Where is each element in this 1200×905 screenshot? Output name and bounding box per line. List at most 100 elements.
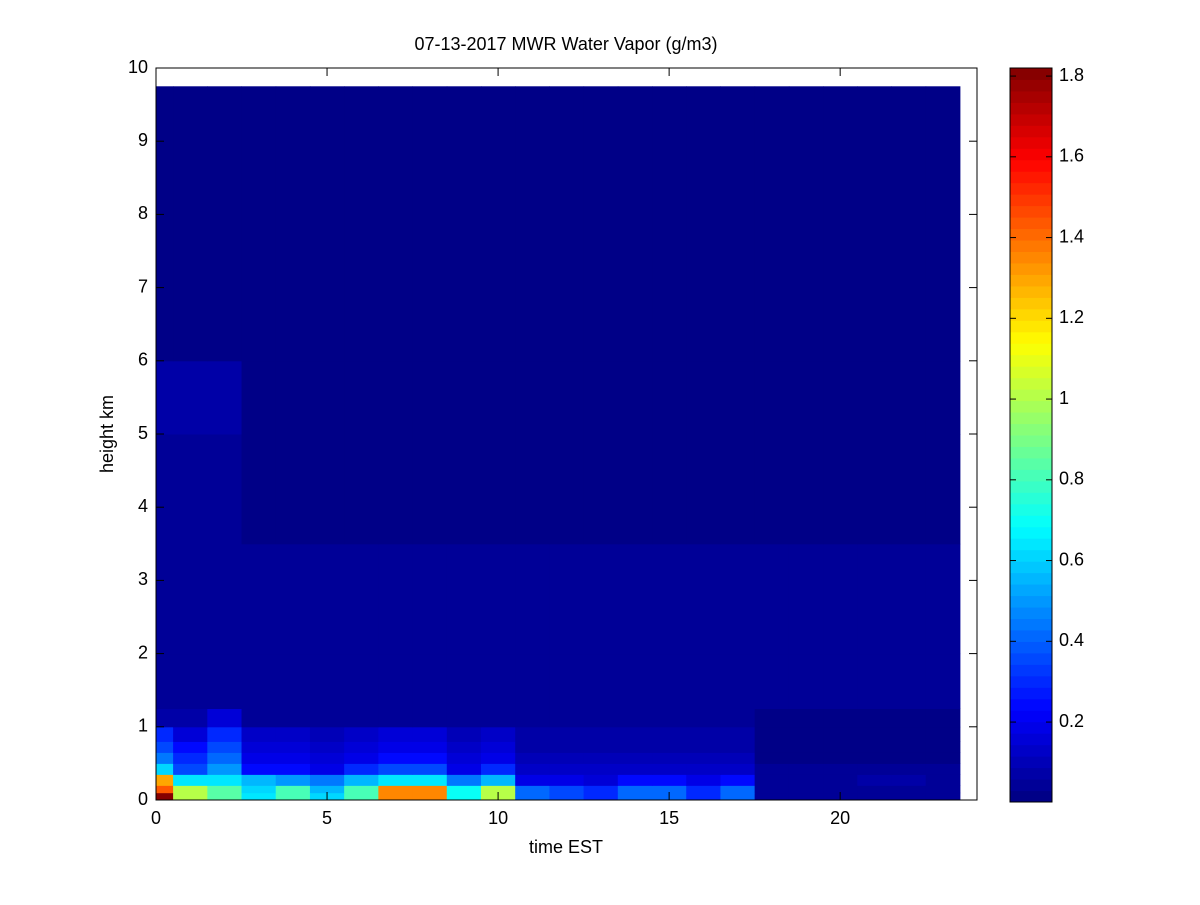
heatmap-cell [617, 653, 653, 709]
heatmap-cell [207, 653, 243, 709]
heatmap-cell [720, 653, 756, 709]
heatmap-cell [344, 774, 379, 786]
colorbar-segment [1010, 412, 1052, 425]
colorbar-segment [1010, 652, 1052, 665]
x-tick-label: 15 [659, 808, 679, 828]
heatmap-cell [173, 543, 208, 655]
heatmap-cell [652, 543, 687, 655]
heatmap-cell [549, 774, 585, 786]
heatmap-cell [309, 763, 345, 775]
heatmap-cell [754, 360, 790, 435]
heatmap-cell [720, 741, 756, 753]
heatmap-cell [207, 726, 243, 742]
heatmap-cell [156, 543, 174, 655]
colorbar-segment [1010, 710, 1052, 723]
heatmap-cell [788, 763, 824, 775]
heatmap-cell [344, 785, 379, 794]
heatmap-cell [412, 434, 448, 545]
colorbar-segment [1010, 629, 1052, 642]
heatmap-cell [344, 726, 379, 742]
heatmap-cell [549, 86, 585, 362]
heatmap-cell [378, 752, 414, 764]
heatmap-cell [207, 360, 243, 435]
y-tick-label: 9 [138, 130, 148, 150]
heatmap-cell [583, 86, 619, 362]
heatmap-cell [891, 785, 927, 794]
heatmap-cell [617, 434, 653, 545]
heatmap-cell [891, 792, 927, 801]
heatmap-cell [583, 360, 619, 435]
heatmap-cell [156, 763, 174, 775]
heatmap-cell [515, 763, 550, 775]
heatmap-cell [480, 726, 516, 742]
heatmap-cell [378, 741, 414, 753]
heatmap-cell [412, 543, 448, 655]
heatmap-cell [652, 763, 687, 775]
heatmap-cell [156, 785, 174, 794]
heatmap-cell [891, 653, 927, 709]
heatmap-cell [788, 741, 824, 753]
heatmap-cell [412, 763, 448, 775]
heatmap-cell [344, 792, 379, 801]
heatmap-cell [156, 741, 174, 753]
heatmap-cell [720, 792, 756, 801]
heatmap-cell [275, 708, 311, 728]
heatmap-cell [412, 785, 448, 794]
heatmap-cell [241, 741, 277, 753]
colorbar-segment [1010, 308, 1052, 321]
heatmap-cell [891, 360, 927, 435]
y-tick-label: 6 [138, 350, 148, 370]
colorbar-segment [1010, 641, 1052, 654]
heatmap-cell [156, 792, 174, 801]
heatmap-cell [309, 653, 345, 709]
heatmap-cell [617, 360, 653, 435]
heatmap-cell [823, 708, 858, 728]
colorbar-segment [1010, 343, 1052, 356]
heatmap-cell [754, 653, 790, 709]
heatmap-cell [241, 708, 277, 728]
colorbar-segment [1010, 354, 1052, 367]
heatmap-cell [823, 752, 858, 764]
colorbar-segment [1010, 733, 1052, 746]
colorbar-tick-label: 1.6 [1059, 146, 1084, 166]
colorbar-frame [1009, 67, 1053, 803]
heatmap-cell [173, 86, 208, 362]
colorbar-segment [1010, 125, 1052, 138]
heatmap-cell [857, 792, 892, 801]
colorbar-tick-label: 1 [1059, 388, 1069, 408]
heatmap-cell [207, 86, 243, 362]
heatmap-cell [173, 726, 208, 742]
heatmap-cell [156, 726, 174, 742]
heatmap-cell [583, 752, 619, 764]
colorbar-segment [1010, 136, 1052, 149]
chart-title: 07-13-2017 MWR Water Vapor (g/m3) [414, 34, 717, 54]
heatmap-cell [480, 543, 516, 655]
colorbar-segment [1010, 148, 1052, 161]
heatmap-cell [754, 434, 790, 545]
heatmap-cell [173, 774, 208, 786]
heatmap-cell [925, 86, 961, 362]
heatmap-cell [617, 752, 653, 764]
colorbar-segment [1010, 435, 1052, 447]
heatmap-cell [549, 741, 585, 753]
heatmap-cell [275, 774, 311, 786]
colorbar-segment [1010, 389, 1052, 402]
heatmap-cell [720, 726, 756, 742]
colorbar-segment [1010, 779, 1052, 792]
heatmap-cell [754, 543, 790, 655]
heatmap-cell [754, 726, 790, 742]
heatmap-cell [275, 434, 311, 545]
heatmap-cell [857, 653, 892, 709]
heatmap-cell [241, 360, 277, 435]
heatmap-cell [309, 726, 345, 742]
heatmap-cell [207, 763, 243, 775]
heatmap-cell [823, 653, 858, 709]
heatmap-cell [857, 726, 892, 742]
heatmap-cell [652, 774, 687, 786]
heatmap-cell [207, 752, 243, 764]
y-axis-label: height km [97, 395, 117, 473]
heatmap-cell [446, 752, 482, 764]
heatmap-cell [446, 774, 482, 786]
heatmap-cell [275, 752, 311, 764]
heatmap-cell [480, 752, 516, 764]
